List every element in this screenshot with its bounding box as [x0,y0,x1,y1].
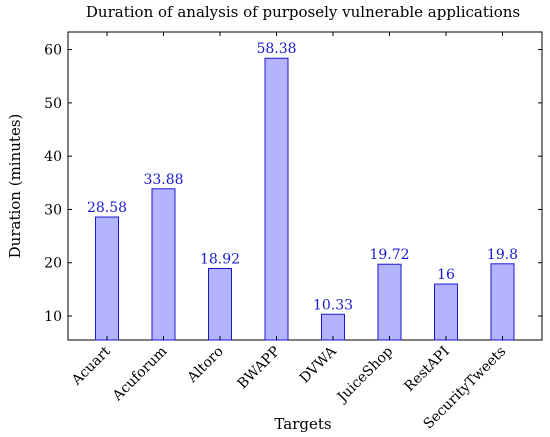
x-tick-label-dvwa: DVWA [297,343,341,387]
y-tick-label: 30 [44,202,62,218]
data-label-acuart: 28.58 [87,200,127,216]
x-tick-label-restapi: RestAPI [401,344,452,395]
x-axis-label: Targets [274,415,331,433]
y-tick-label: 20 [44,256,62,272]
bar-altoro [208,267,232,341]
y-axis: 10 20 30 40 50 60 [44,43,542,325]
data-label-restapi: 16 [437,267,455,283]
x-tick-label-altoro: Altoro [184,344,227,387]
data-label-bwapp: 58.38 [256,41,296,57]
bar-restapi [434,283,458,341]
bar-acuart [95,216,119,341]
x-tick-label-acuart: Acuart [68,343,114,389]
y-tick-label: 60 [44,43,62,59]
bar-acuforum [151,188,176,341]
y-tick-label: 10 [44,309,62,325]
y-tick-label: 40 [44,149,62,165]
data-label-juiceshop: 19.72 [369,247,409,263]
bar-securitytweets [490,263,515,341]
bar-juiceshop [377,263,402,341]
plot-frame [67,31,543,341]
x-tick-label-juiceshop: JuiceShop [333,343,396,406]
y-axis-label: Duration (minutes) [6,114,24,259]
y-tick-label: 50 [44,96,62,112]
x-tick-label-bwapp: BWAPP [235,344,284,393]
bar-bwapp [264,57,289,341]
data-label-dvwa: 10.33 [313,297,353,313]
data-label-altoro: 18.92 [200,251,240,267]
x-tick-label-acuforum: Acuforum [109,344,170,405]
data-label-acuforum: 33.88 [143,172,183,188]
chart-title: Duration of analysis of purposely vulner… [86,3,520,21]
data-label-securitytweets: 19.8 [487,247,518,263]
bars: 28.58 33.88 18.92 58.38 10.33 19.72 16 19.8 [87,41,518,341]
